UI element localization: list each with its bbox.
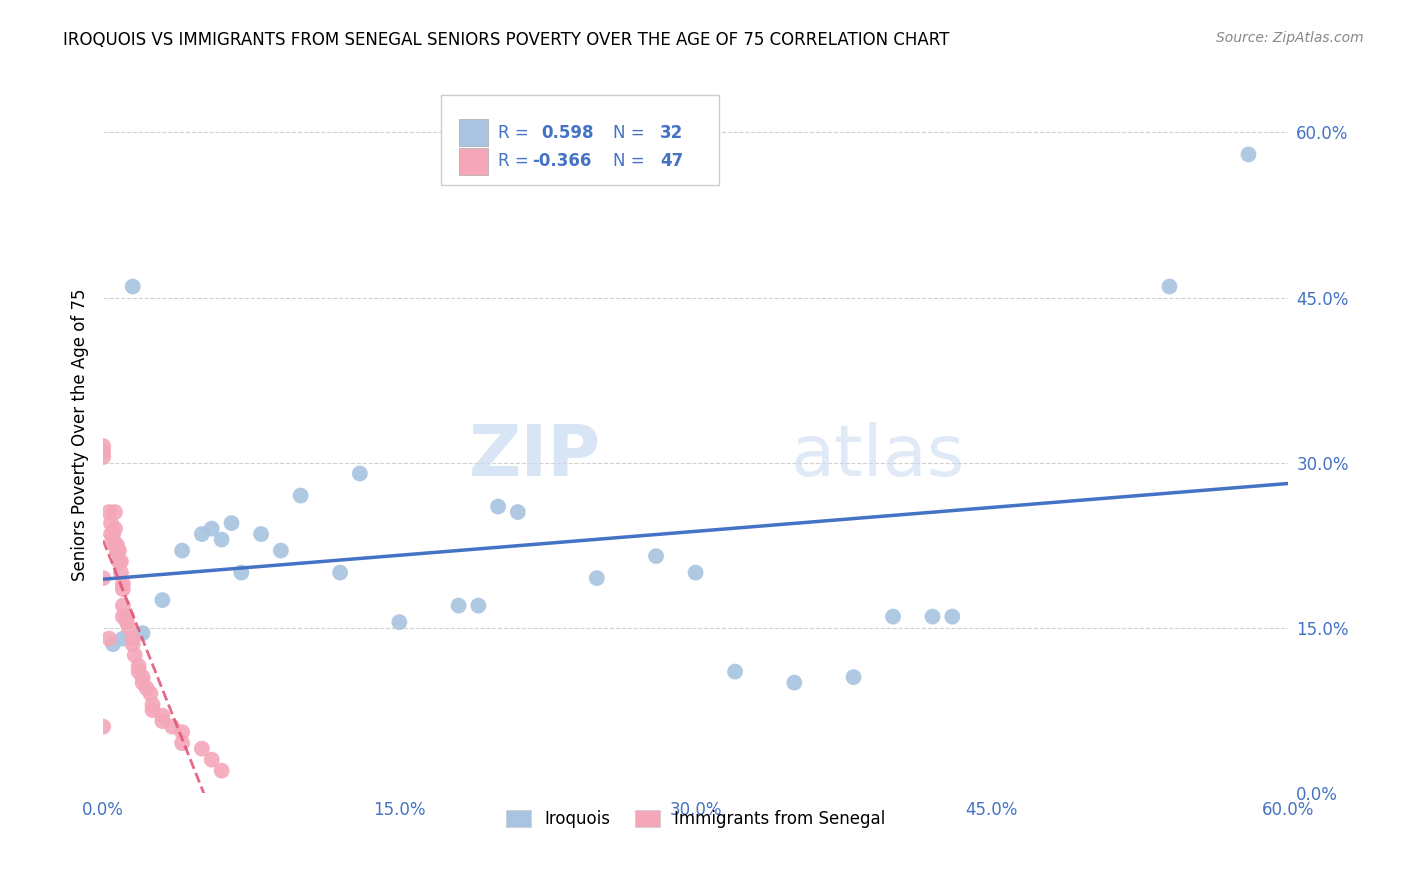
Point	[111, 582, 134, 596]
Point	[105, 543, 128, 558]
Point	[191, 527, 214, 541]
Point	[91, 444, 114, 458]
Text: N =: N =	[613, 153, 644, 170]
Point	[131, 675, 153, 690]
Point	[783, 675, 806, 690]
Point	[100, 516, 122, 530]
Point	[101, 637, 124, 651]
Point	[150, 708, 173, 723]
Point	[842, 670, 865, 684]
Point	[150, 593, 173, 607]
Point	[111, 609, 134, 624]
FancyBboxPatch shape	[441, 95, 720, 185]
Point	[98, 632, 121, 646]
Point	[110, 555, 132, 569]
Point	[110, 566, 132, 580]
Point	[108, 543, 131, 558]
FancyBboxPatch shape	[458, 119, 488, 146]
Point	[388, 615, 411, 629]
Point	[124, 648, 146, 662]
Point	[1237, 147, 1260, 161]
Point	[104, 538, 127, 552]
Point	[131, 670, 153, 684]
Point	[150, 714, 173, 728]
Point	[101, 527, 124, 541]
Point	[585, 571, 607, 585]
Point	[467, 599, 489, 613]
Text: IROQUOIS VS IMMIGRANTS FROM SENEGAL SENIORS POVERTY OVER THE AGE OF 75 CORRELATI: IROQUOIS VS IMMIGRANTS FROM SENEGAL SENI…	[63, 31, 949, 49]
Point	[221, 516, 243, 530]
Point	[1159, 279, 1181, 293]
Point	[141, 698, 163, 712]
Text: R =: R =	[498, 153, 529, 170]
Point	[921, 609, 943, 624]
Text: 32: 32	[659, 123, 683, 142]
Point	[108, 555, 131, 569]
Point	[270, 543, 292, 558]
Point	[91, 450, 114, 464]
Text: atlas: atlas	[790, 422, 965, 491]
Point	[131, 626, 153, 640]
Point	[486, 500, 509, 514]
Point	[111, 576, 134, 591]
FancyBboxPatch shape	[458, 147, 488, 175]
Point	[645, 549, 668, 563]
Point	[105, 543, 128, 558]
Point	[724, 665, 747, 679]
Text: ZIP: ZIP	[468, 422, 600, 491]
Point	[329, 566, 352, 580]
Point	[98, 505, 121, 519]
Point	[91, 439, 114, 453]
Point	[172, 736, 194, 750]
Point	[104, 522, 127, 536]
Text: -0.366: -0.366	[531, 153, 592, 170]
Point	[101, 533, 124, 547]
Point	[104, 505, 127, 519]
Text: 0.598: 0.598	[541, 123, 593, 142]
Point	[685, 566, 707, 580]
Point	[211, 764, 233, 778]
Point	[100, 527, 122, 541]
Text: 47: 47	[659, 153, 683, 170]
Point	[121, 637, 143, 651]
Point	[115, 609, 138, 624]
Point	[128, 659, 150, 673]
Point	[290, 489, 312, 503]
Point	[121, 279, 143, 293]
Point	[882, 609, 904, 624]
Point	[91, 720, 114, 734]
Point	[447, 599, 470, 613]
Point	[115, 615, 138, 629]
Point	[349, 467, 371, 481]
Point	[941, 609, 963, 624]
Point	[111, 599, 134, 613]
Point	[105, 538, 128, 552]
Point	[506, 505, 529, 519]
Point	[191, 741, 214, 756]
Point	[135, 681, 157, 695]
Text: R =: R =	[498, 123, 538, 142]
Point	[201, 753, 224, 767]
Point	[141, 703, 163, 717]
Point	[111, 632, 134, 646]
Text: Source: ZipAtlas.com: Source: ZipAtlas.com	[1216, 31, 1364, 45]
Point	[139, 687, 162, 701]
Point	[121, 632, 143, 646]
Point	[91, 571, 114, 585]
Legend: Iroquois, Immigrants from Senegal: Iroquois, Immigrants from Senegal	[499, 803, 891, 834]
Point	[162, 720, 184, 734]
Text: N =: N =	[613, 123, 644, 142]
Point	[231, 566, 253, 580]
Point	[250, 527, 273, 541]
Point	[201, 522, 224, 536]
Point	[211, 533, 233, 547]
Point	[172, 725, 194, 739]
Point	[118, 621, 141, 635]
Point	[172, 543, 194, 558]
Y-axis label: Seniors Poverty Over the Age of 75: Seniors Poverty Over the Age of 75	[72, 289, 89, 582]
Point	[128, 665, 150, 679]
